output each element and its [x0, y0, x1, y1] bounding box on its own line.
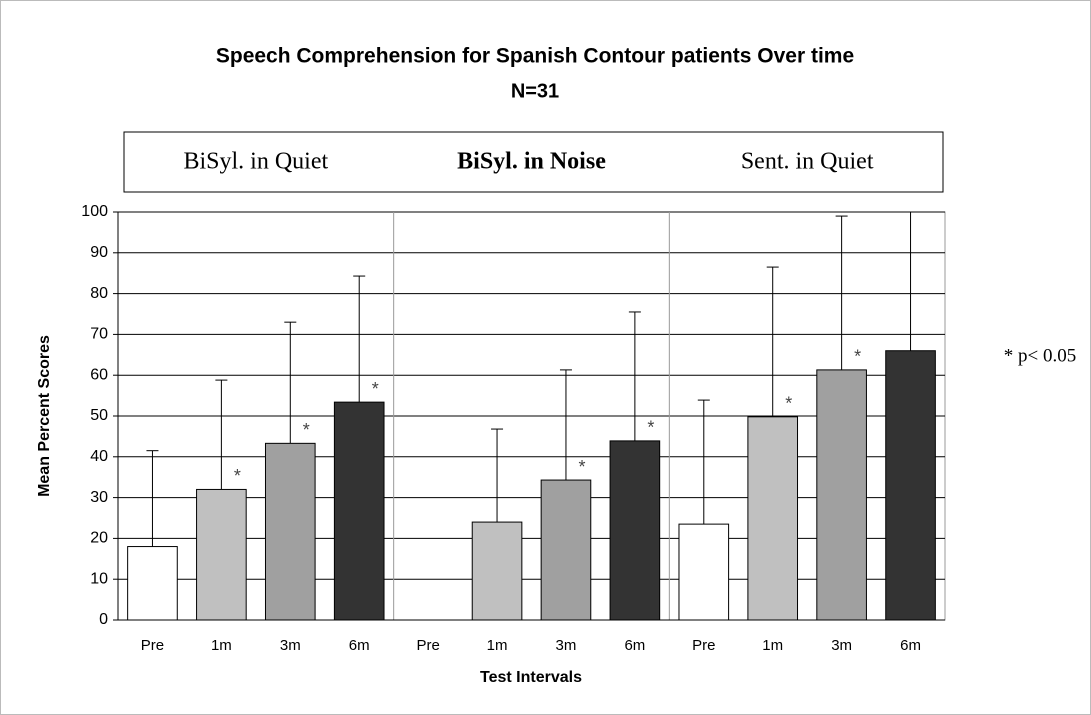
significance-label: * [303, 420, 310, 440]
chart-subtitle: N=31 [511, 80, 559, 102]
y-tick-label: 10 [90, 570, 108, 587]
y-tick-label: 50 [90, 407, 108, 424]
y-tick-label: 20 [90, 530, 108, 547]
bar [678, 523, 730, 621]
bar [333, 401, 385, 621]
bar [885, 350, 936, 621]
chart-title: Speech Comprehension for Spanish Contour… [216, 45, 854, 68]
y-tick-label: 80 [90, 285, 108, 302]
y-axis-label: Mean Percent Scores [36, 335, 53, 497]
x-tick-label: 1m [211, 637, 232, 654]
x-tick-label: 1m [487, 637, 508, 654]
y-tick-label: 40 [90, 448, 108, 465]
bar [540, 479, 592, 621]
x-tick-label: Pre [692, 637, 715, 654]
bar [609, 440, 661, 621]
significance-label: * [785, 394, 792, 414]
bar [127, 546, 178, 621]
y-tick-label: 70 [90, 326, 108, 343]
bar [471, 521, 523, 621]
group-label: BiSyl. in Quiet [183, 149, 328, 175]
x-tick-label: 1m [762, 637, 783, 654]
x-tick-label: 3m [280, 637, 301, 654]
y-tick-label: 30 [90, 489, 108, 506]
bar [264, 442, 316, 621]
x-tick-label: 3m [831, 637, 852, 654]
bar [816, 369, 867, 621]
significance-label: * [372, 379, 379, 399]
x-tick-label: Pre [416, 637, 439, 654]
annotation: * p< 0.05 [1004, 345, 1076, 366]
x-tick-label: 6m [624, 637, 645, 654]
x-axis-label: Test Intervals [480, 669, 582, 686]
x-tick-label: 6m [349, 637, 370, 654]
group-label: BiSyl. in Noise [457, 149, 606, 175]
significance-label: * [578, 457, 585, 477]
significance-label: * [647, 418, 654, 438]
group-box [123, 131, 944, 193]
y-tick-label: 60 [90, 366, 108, 383]
group-label: Sent. in Quiet [741, 149, 874, 175]
y-tick-label: 90 [90, 244, 108, 261]
x-tick-label: Pre [141, 637, 164, 654]
bar [747, 416, 799, 621]
y-tick-label: 0 [99, 611, 108, 628]
x-tick-label: 3m [556, 637, 577, 654]
x-tick-label: 6m [900, 637, 921, 654]
significance-label: * [234, 466, 241, 486]
bar [196, 488, 247, 621]
significance-label: * [854, 347, 861, 367]
y-tick-label: 100 [81, 203, 108, 220]
